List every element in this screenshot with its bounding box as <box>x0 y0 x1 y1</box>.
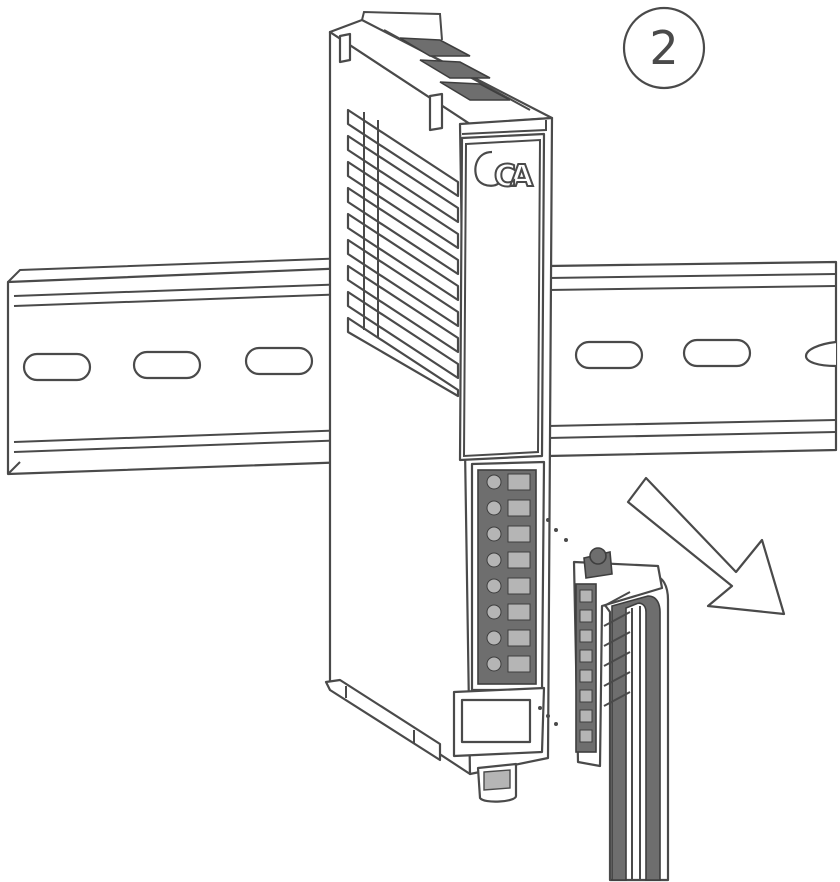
side-ribs <box>346 108 460 398</box>
label-panel <box>458 132 546 462</box>
rail-slot <box>132 350 202 380</box>
bottom-window <box>452 686 546 758</box>
rail-slot <box>244 346 314 376</box>
terminal-slot <box>470 460 546 692</box>
remove-direction-arrow <box>626 476 786 616</box>
step-badge: 2 <box>622 6 706 90</box>
rail-slot <box>574 340 644 370</box>
top-vents <box>399 37 511 101</box>
step-number: 2 <box>649 21 678 75</box>
rail-slot <box>682 338 752 368</box>
terminal-connector <box>572 547 670 882</box>
connector-pins <box>575 583 597 753</box>
io-module: CA <box>324 10 568 803</box>
terminal-contacts <box>486 473 531 673</box>
rail-slot <box>22 352 92 382</box>
release-tab <box>476 762 518 803</box>
